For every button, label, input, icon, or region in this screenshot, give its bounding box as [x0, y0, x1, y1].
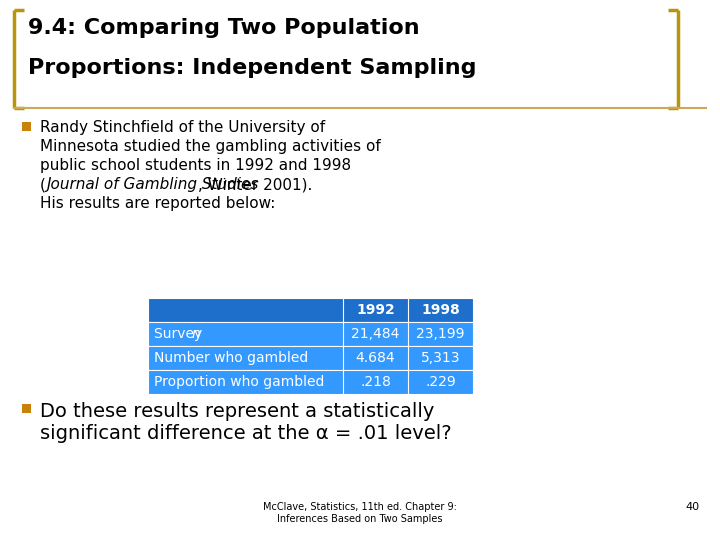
- Bar: [148, 298, 473, 322]
- Bar: [148, 370, 473, 394]
- Text: 1992: 1992: [356, 303, 395, 317]
- Text: (: (: [40, 177, 46, 192]
- Text: McClave, Statistics, 11th ed. Chapter 9:: McClave, Statistics, 11th ed. Chapter 9:: [263, 502, 457, 512]
- Text: Inferences Based on Two Samples: Inferences Based on Two Samples: [277, 514, 443, 524]
- Text: His results are reported below:: His results are reported below:: [40, 196, 275, 211]
- Text: Journal of Gambling Studies: Journal of Gambling Studies: [46, 177, 258, 192]
- Text: 23,199: 23,199: [416, 327, 464, 341]
- Text: 40: 40: [686, 502, 700, 512]
- Text: public school students in 1992 and 1998: public school students in 1992 and 1998: [40, 158, 351, 173]
- Text: 5,313: 5,313: [420, 351, 460, 365]
- Text: 1998: 1998: [421, 303, 460, 317]
- Text: Randy Stinchfield of the University of: Randy Stinchfield of the University of: [40, 120, 325, 135]
- Bar: [22, 122, 31, 131]
- Text: Do these results represent a statistically: Do these results represent a statistical…: [40, 402, 434, 421]
- Text: Proportion who gambled: Proportion who gambled: [154, 375, 325, 389]
- Text: 4.684: 4.684: [356, 351, 395, 365]
- Text: significant difference at the α = .01 level?: significant difference at the α = .01 le…: [40, 424, 451, 443]
- Text: Proportions: Independent Sampling: Proportions: Independent Sampling: [28, 58, 477, 78]
- Bar: [148, 346, 473, 370]
- Bar: [22, 404, 31, 413]
- Text: .229: .229: [425, 375, 456, 389]
- Text: , Winter 2001).: , Winter 2001).: [198, 177, 312, 192]
- Text: 21,484: 21,484: [351, 327, 400, 341]
- Text: 9.4: Comparing Two Population: 9.4: Comparing Two Population: [28, 18, 420, 38]
- Text: Minnesota studied the gambling activities of: Minnesota studied the gambling activitie…: [40, 139, 381, 154]
- Text: Number who gambled: Number who gambled: [154, 351, 308, 365]
- Text: Survey: Survey: [154, 327, 207, 341]
- Text: n: n: [192, 327, 201, 341]
- Bar: [148, 322, 473, 346]
- Text: .218: .218: [360, 375, 391, 389]
